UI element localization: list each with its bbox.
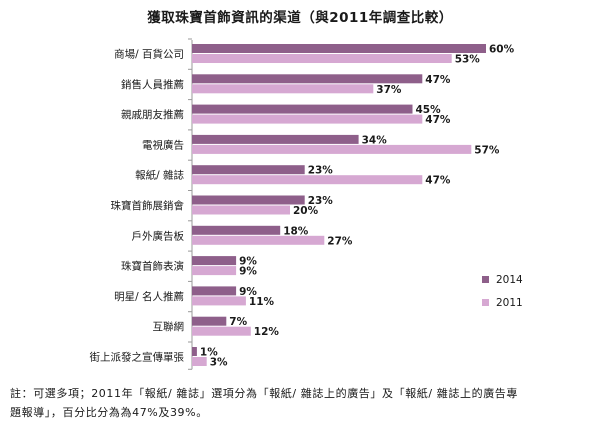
data-label-2014-4: 34% — [362, 134, 388, 146]
legend-swatch-2014 — [482, 276, 489, 283]
bar-2014-7 — [192, 225, 281, 235]
legend-swatch-2011 — [482, 299, 489, 306]
data-label-2014-5: 23% — [308, 165, 334, 177]
bar-2014-11 — [192, 347, 197, 356]
data-label-2011-3: 47% — [425, 114, 451, 126]
legend-label-2011: 2011 — [496, 297, 523, 309]
bar-2014-2 — [192, 74, 423, 84]
bar-2011-8 — [192, 266, 237, 276]
category-label: 親戚朋友推薦 — [121, 108, 184, 121]
data-label-2011-10: 12% — [254, 326, 280, 338]
chart-title: 獲取珠寶首飾資訊的渠道（與2011年調查比較） — [147, 10, 453, 26]
data-label-2011-5: 47% — [425, 175, 451, 187]
category-label: 商場/ 百貨公司 — [114, 48, 184, 61]
bar-2014-1 — [192, 44, 486, 53]
category-label: 報紙/ 雜誌 — [135, 169, 184, 182]
data-label-2011-2: 37% — [376, 84, 402, 96]
category-label: 街上派發之宣傳單張 — [90, 351, 185, 364]
bar-2011-3 — [192, 114, 423, 124]
footnote: 註：可選多項；2011年「報紙/ 雜誌」選項分為「報紙/ 雜誌上的廣告」及「報紙… — [10, 384, 594, 422]
bar-2011-11 — [192, 357, 207, 366]
footnote-line-1: 註：可選多項；2011年「報紙/ 雜誌」選項分為「報紙/ 雜誌上的廣告」及「報紙… — [10, 387, 518, 400]
data-label-2014-7: 18% — [283, 225, 309, 237]
data-label-2014-8: 9% — [239, 256, 257, 268]
legend-label-2014: 2014 — [496, 274, 523, 286]
bar-2011-9 — [192, 296, 246, 306]
data-label-2014-6: 23% — [308, 195, 334, 207]
data-label-2011-6: 20% — [293, 205, 319, 217]
category-label: 銷售人員推薦 — [121, 78, 184, 91]
bar-2011-6 — [192, 205, 290, 215]
bar-2011-2 — [192, 84, 374, 94]
category-label: 珠寶首飾表演 — [121, 260, 184, 273]
category-label: 電視廣告 — [142, 138, 184, 151]
bar-2014-8 — [192, 256, 237, 266]
footnote-line-2: 題報導」，百分比分為為47%及39%。 — [10, 406, 208, 419]
bar-2014-6 — [192, 195, 305, 205]
bar-2014-5 — [192, 165, 305, 175]
category-label: 戶外廣告板 — [132, 229, 185, 242]
bar-2014-3 — [192, 104, 413, 114]
data-label-2014-10: 7% — [229, 316, 247, 328]
data-label-2011-4: 57% — [474, 144, 500, 156]
data-label-2014-11: 1% — [200, 347, 218, 359]
data-label-2014-9: 9% — [239, 286, 257, 298]
bar-2014-4 — [192, 134, 359, 144]
data-label-2014-3: 45% — [416, 104, 442, 116]
data-label-2011-8: 9% — [239, 266, 257, 278]
data-label-2011-7: 27% — [327, 235, 353, 247]
bar-2011-10 — [192, 326, 251, 336]
bar-2014-9 — [192, 286, 237, 296]
bar-2011-5 — [192, 175, 423, 185]
data-label-2011-1: 53% — [455, 54, 481, 66]
bar-2011-4 — [192, 144, 472, 154]
data-label-2011-11: 3% — [210, 357, 228, 369]
category-label: 明星/ 名人推薦 — [114, 290, 184, 303]
data-label-2014-1: 60% — [489, 44, 515, 56]
category-label: 互聯網 — [153, 320, 185, 333]
data-label-2014-2: 47% — [425, 74, 451, 86]
bar-2011-1 — [192, 54, 452, 63]
data-label-2011-9: 11% — [249, 296, 275, 308]
bar-2014-10 — [192, 316, 227, 326]
bar-chart: 商場/ 百貨公司 60%53%銷售人員推薦 47%37%親戚朋友推薦 45%47%電視… — [90, 38, 523, 370]
bar-2011-7 — [192, 235, 325, 245]
category-label: 珠寶首飾展銷會 — [111, 199, 185, 212]
